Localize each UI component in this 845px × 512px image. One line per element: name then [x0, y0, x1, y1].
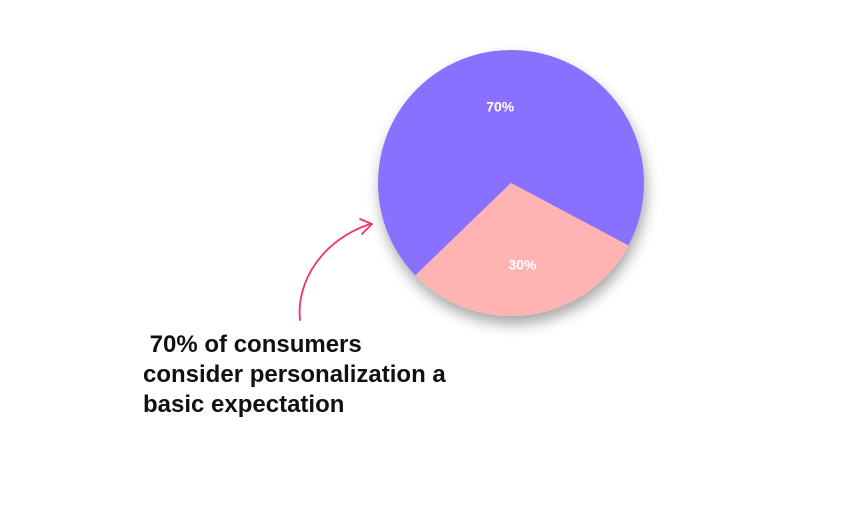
caption-line-1: 70% of consumers [143, 331, 362, 358]
pie-slice-label-1: 70% [486, 99, 515, 115]
pie-slice-label-2: 30% [508, 257, 537, 273]
caption-line-2: consider personalization a [143, 361, 446, 388]
pie-slice-1 [378, 49, 644, 276]
caption-line-3: basic expectation [143, 391, 345, 418]
pie-labels: 70% 30% [486, 99, 537, 273]
pie-slices [378, 49, 644, 316]
curved-arrow-icon [298, 218, 373, 321]
pie-slice-2 [415, 183, 629, 316]
caption-text: 70% of consumers consider personalizatio… [143, 330, 563, 420]
